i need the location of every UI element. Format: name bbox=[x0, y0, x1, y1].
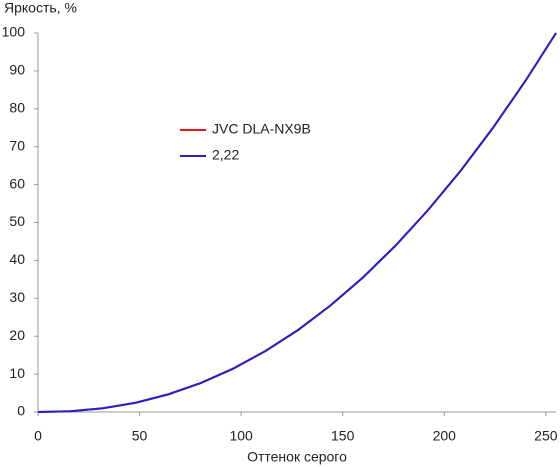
legend-label: 2,22 bbox=[212, 147, 239, 163]
x-tick-label: 100 bbox=[229, 428, 253, 444]
x-tick-label: 250 bbox=[534, 428, 558, 444]
y-tick-label: 10 bbox=[9, 365, 25, 381]
y-tick-label: 90 bbox=[9, 62, 25, 78]
y-tick-label: 80 bbox=[9, 100, 25, 116]
y-tick-label: 60 bbox=[9, 175, 25, 191]
series-line bbox=[37, 32, 557, 413]
x-tick-label: 50 bbox=[132, 428, 148, 444]
legend-label: JVC DLA-NX9B bbox=[212, 121, 311, 137]
x-tick-label: 150 bbox=[331, 428, 355, 444]
y-tick-label: 40 bbox=[9, 251, 25, 267]
x-tick-label: 200 bbox=[433, 428, 457, 444]
y-tick-label: 20 bbox=[9, 327, 25, 343]
series-line bbox=[37, 32, 557, 413]
y-tick-label: 0 bbox=[17, 403, 25, 419]
x-tick-label: 0 bbox=[34, 428, 42, 444]
y-tick-label: 50 bbox=[9, 213, 25, 229]
x-axis-label: Оттенок серого bbox=[247, 449, 347, 465]
y-tick-label: 100 bbox=[2, 24, 26, 40]
y-axis-label: Яркость, % bbox=[4, 0, 77, 16]
y-tick-label: 70 bbox=[9, 137, 25, 153]
y-tick-label: 30 bbox=[9, 289, 25, 305]
